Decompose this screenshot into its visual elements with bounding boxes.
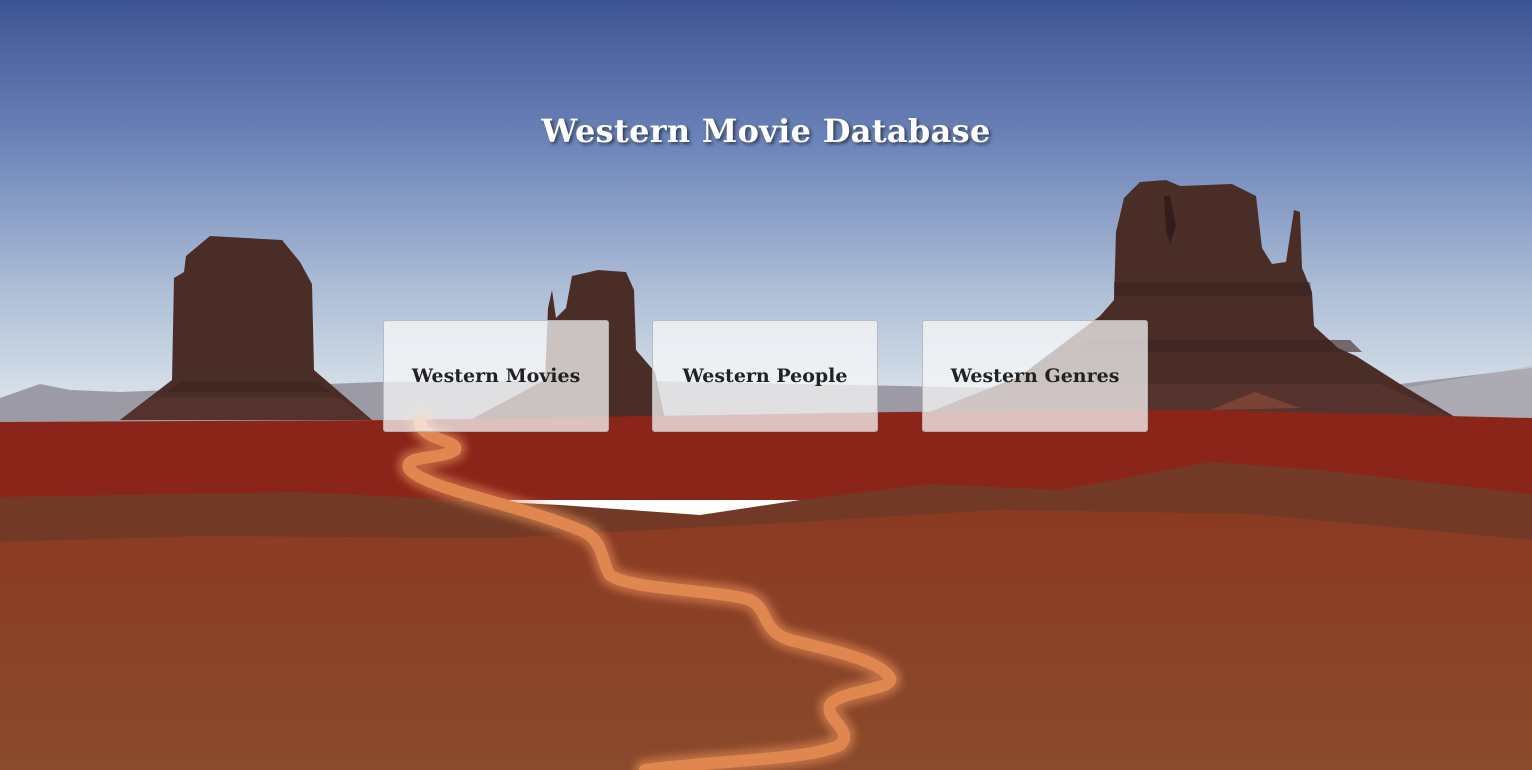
western-genres-label: Western Genres bbox=[950, 365, 1120, 387]
road bbox=[402, 414, 897, 770]
western-movies-label: Western Movies bbox=[411, 365, 581, 387]
western-people-button[interactable]: Western People bbox=[652, 320, 878, 432]
western-movies-button[interactable]: Western Movies bbox=[383, 320, 609, 432]
left-mesa bbox=[120, 236, 372, 420]
page-title: Western Movie Database bbox=[541, 112, 991, 150]
desert-floor bbox=[0, 510, 1532, 770]
western-genres-button[interactable]: Western Genres bbox=[922, 320, 1148, 432]
western-people-label: Western People bbox=[682, 365, 848, 387]
